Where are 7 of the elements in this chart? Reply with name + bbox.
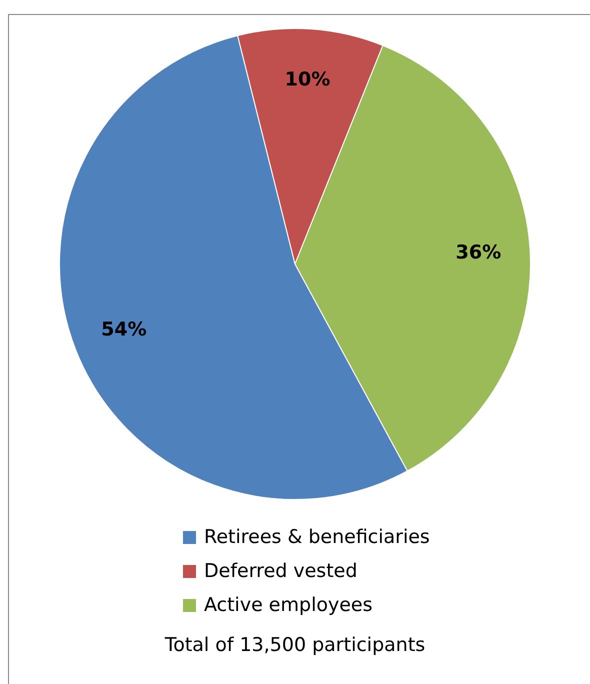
data-label: 54% (101, 318, 147, 341)
legend-label: Active employees (204, 594, 372, 616)
legend-label: Retirees & beneficiaries (204, 526, 430, 548)
data-label: 36% (456, 241, 502, 264)
text: Total of 13,500 participants (164, 634, 426, 656)
data-label: 10% (284, 68, 330, 91)
legend-label: Deferred vested (204, 560, 358, 582)
